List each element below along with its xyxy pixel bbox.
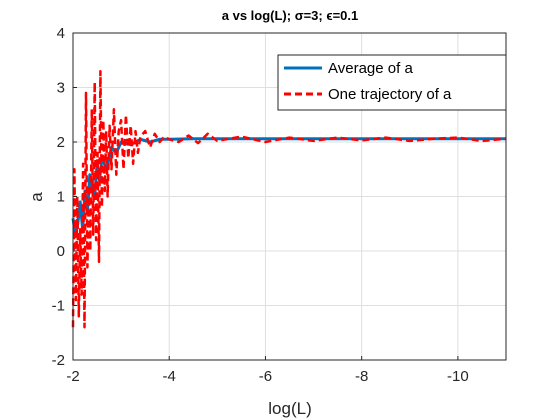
x-axis-label: log(L) <box>268 399 311 418</box>
y-tick-label: 0 <box>57 243 65 260</box>
legend-label-trajectory: One trajectory of a <box>328 86 452 103</box>
y-axis-label: a <box>27 192 46 202</box>
y-tick-label: 3 <box>57 80 65 97</box>
y-tick-label: 1 <box>57 189 65 206</box>
series-line-trajectory <box>71 69 507 329</box>
x-tick-label: -6 <box>259 368 272 385</box>
x-tick-label: -4 <box>163 368 176 385</box>
legend-label-average: Average of a <box>328 60 413 77</box>
legend: Average of a One trajectory of a <box>277 54 507 111</box>
y-tick-label: -1 <box>52 298 65 315</box>
x-tick-label: -8 <box>355 368 368 385</box>
x-tick-label: -2 <box>66 368 79 385</box>
y-tick-label: 4 <box>57 25 65 42</box>
y-tick-label: 2 <box>57 134 65 151</box>
legend-box <box>277 54 507 111</box>
x-tick-label: -10 <box>447 368 469 385</box>
series-layer <box>71 69 507 329</box>
chart-title: a vs log(L); σ=3; ϵ=0.1 <box>222 8 359 23</box>
y-tick-label: -2 <box>52 352 65 369</box>
